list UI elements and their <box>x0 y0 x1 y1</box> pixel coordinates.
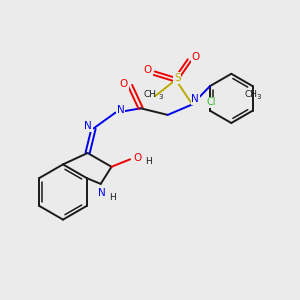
Text: O: O <box>119 79 128 89</box>
Text: N: N <box>98 188 106 199</box>
Text: 3: 3 <box>256 94 261 100</box>
Text: O: O <box>143 65 152 75</box>
Text: CH: CH <box>144 90 157 99</box>
Text: N: N <box>117 105 124 116</box>
Text: H: H <box>109 193 116 202</box>
Text: O: O <box>134 153 142 163</box>
Text: S: S <box>174 73 181 83</box>
Text: N: N <box>84 121 92 131</box>
Text: CH: CH <box>244 90 258 99</box>
Text: O: O <box>192 52 200 62</box>
Text: Cl: Cl <box>207 97 216 107</box>
Text: N: N <box>191 94 199 104</box>
Text: H: H <box>145 157 152 166</box>
Text: 3: 3 <box>158 94 163 100</box>
